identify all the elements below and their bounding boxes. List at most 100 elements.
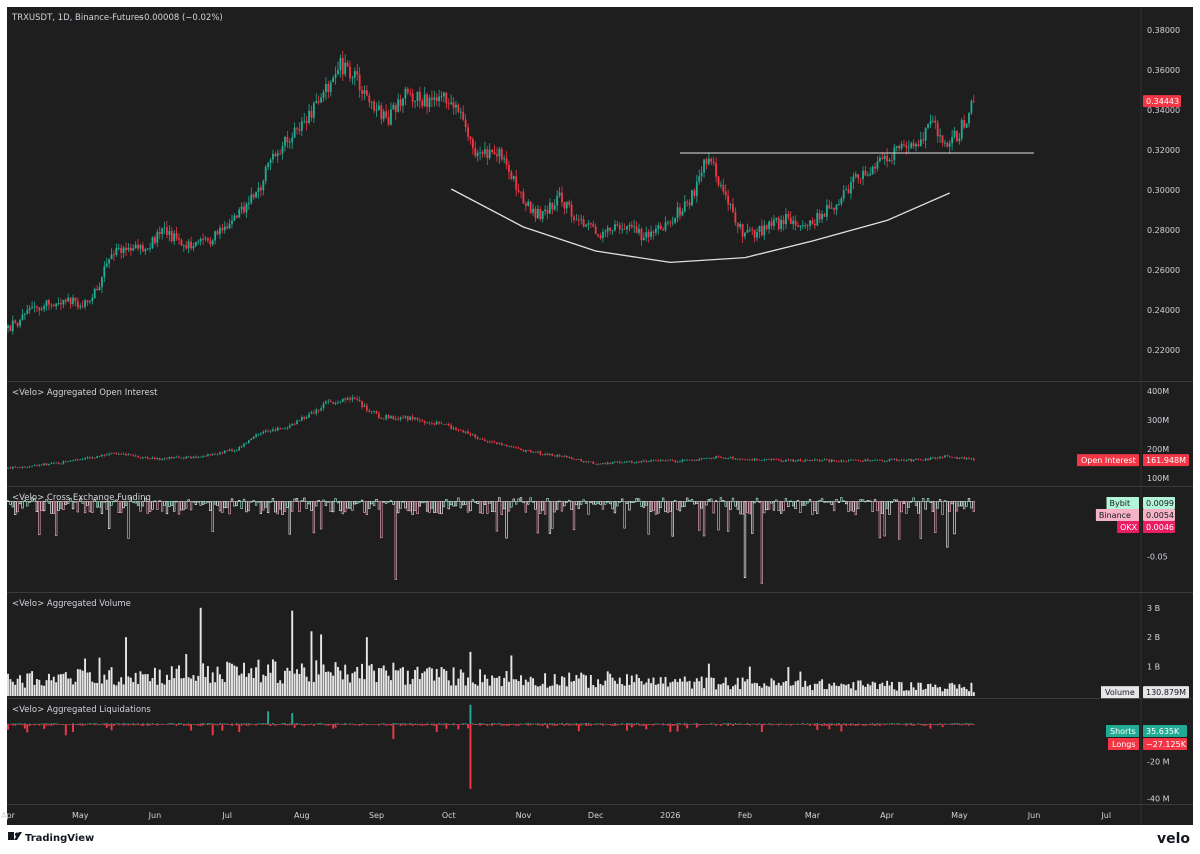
longs-liquidation-bar[interactable] bbox=[611, 724, 614, 726]
oi-candle[interactable] bbox=[180, 457, 183, 459]
longs-liquidation-bar[interactable] bbox=[129, 724, 132, 725]
longs-liquidation-bar[interactable] bbox=[888, 724, 891, 725]
funding-bar[interactable] bbox=[469, 501, 472, 512]
volume-bar[interactable] bbox=[782, 682, 785, 696]
price-candle[interactable] bbox=[370, 101, 373, 103]
longs-liquidation-bar[interactable] bbox=[968, 724, 970, 726]
longs-liquidation-bar[interactable] bbox=[582, 724, 585, 725]
oi-candle[interactable] bbox=[823, 459, 826, 461]
oi-candle[interactable] bbox=[582, 461, 585, 463]
funding-bar[interactable] bbox=[729, 501, 732, 510]
longs-liquidation-bar[interactable] bbox=[645, 724, 648, 730]
shorts-liquidation-bar[interactable] bbox=[28, 723, 31, 725]
shorts-liquidation-bar[interactable] bbox=[235, 723, 238, 725]
price-candle[interactable] bbox=[553, 205, 556, 210]
shorts-liquidation-bar[interactable] bbox=[541, 723, 544, 725]
funding-bar[interactable] bbox=[678, 501, 682, 512]
volume-bar[interactable] bbox=[869, 685, 872, 696]
oi-candle[interactable] bbox=[862, 461, 864, 462]
oi-candle[interactable] bbox=[549, 453, 551, 456]
volume-bar[interactable] bbox=[874, 682, 877, 696]
oi-candle[interactable] bbox=[640, 461, 643, 463]
longs-liquidation-bar[interactable] bbox=[479, 724, 482, 726]
oi-candle[interactable] bbox=[344, 398, 347, 400]
volume-bar[interactable] bbox=[327, 671, 330, 696]
longs-liquidation-bar[interactable] bbox=[857, 724, 860, 726]
shorts-liquidation-bar[interactable] bbox=[238, 723, 241, 725]
funding-bar[interactable] bbox=[967, 498, 971, 502]
price-candle[interactable] bbox=[654, 228, 657, 233]
oi-candle[interactable] bbox=[443, 424, 445, 425]
volume-bar[interactable] bbox=[515, 679, 518, 696]
funding-bar[interactable] bbox=[743, 501, 747, 578]
oi-candle[interactable] bbox=[534, 452, 537, 453]
volume-bar[interactable] bbox=[170, 666, 173, 696]
shorts-liquidation-bar[interactable] bbox=[544, 723, 547, 725]
price-candle[interactable] bbox=[223, 226, 226, 231]
shorts-liquidation-bar[interactable] bbox=[33, 723, 36, 725]
oi-candle[interactable] bbox=[561, 456, 563, 457]
longs-liquidation-bar[interactable] bbox=[411, 724, 414, 726]
shorts-liquidation-bar[interactable] bbox=[399, 723, 402, 725]
shorts-liquidation-bar[interactable] bbox=[19, 723, 22, 725]
volume-bar[interactable] bbox=[182, 677, 185, 696]
funding-bar[interactable] bbox=[512, 498, 515, 502]
longs-liquidation-bar[interactable] bbox=[16, 724, 19, 725]
funding-bar[interactable] bbox=[368, 501, 371, 509]
volume-bar[interactable] bbox=[103, 674, 106, 696]
volume-bar[interactable] bbox=[491, 675, 494, 696]
volume-panel[interactable] bbox=[7, 607, 975, 696]
longs-liquidation-bar[interactable] bbox=[862, 724, 864, 726]
volume-bar[interactable] bbox=[262, 674, 265, 696]
funding-bar[interactable] bbox=[900, 501, 903, 513]
shorts-liquidation-bar[interactable] bbox=[955, 723, 958, 725]
volume-bar[interactable] bbox=[650, 683, 653, 696]
oi-candle[interactable] bbox=[498, 443, 501, 444]
funding-bar[interactable] bbox=[898, 501, 901, 540]
longs-liquidation-bar[interactable] bbox=[804, 724, 807, 725]
funding-bar[interactable] bbox=[628, 501, 631, 511]
longs-liquidation-bar[interactable] bbox=[312, 724, 315, 726]
oi-candle[interactable] bbox=[457, 429, 460, 431]
price-candle[interactable] bbox=[353, 71, 356, 78]
funding-bar[interactable] bbox=[531, 501, 535, 503]
funding-bar[interactable] bbox=[707, 499, 711, 502]
oi-candle[interactable] bbox=[700, 458, 703, 460]
volume-bar[interactable] bbox=[924, 688, 927, 696]
price-candle[interactable] bbox=[264, 166, 267, 182]
longs-liquidation-bar[interactable] bbox=[28, 724, 31, 726]
oi-candle[interactable] bbox=[469, 433, 472, 435]
funding-bar[interactable] bbox=[765, 501, 768, 511]
oi-candle[interactable] bbox=[780, 460, 782, 462]
longs-liquidation-bar[interactable] bbox=[332, 724, 335, 729]
oi-candle[interactable] bbox=[924, 458, 927, 461]
oi-candle[interactable] bbox=[214, 454, 216, 455]
price-candle[interactable] bbox=[536, 209, 539, 219]
price-candle[interactable] bbox=[122, 247, 125, 253]
volume-bar[interactable] bbox=[941, 691, 944, 696]
longs-liquidation-bar[interactable] bbox=[440, 724, 443, 726]
longs-liquidation-bar[interactable] bbox=[503, 724, 506, 726]
longs-liquidation-bar[interactable] bbox=[917, 724, 920, 725]
volume-bar[interactable] bbox=[62, 673, 65, 696]
longs-liquidation-bar[interactable] bbox=[671, 724, 674, 726]
oi-candle[interactable] bbox=[835, 460, 838, 462]
volume-bar[interactable] bbox=[324, 672, 327, 696]
longs-liquidation-bar[interactable] bbox=[618, 724, 621, 725]
price-candle[interactable] bbox=[611, 230, 614, 232]
oi-candle[interactable] bbox=[717, 456, 720, 457]
volume-bar[interactable] bbox=[7, 673, 9, 696]
volume-bar[interactable] bbox=[134, 672, 137, 696]
funding-bar[interactable] bbox=[370, 501, 373, 505]
oi-candle[interactable] bbox=[373, 411, 375, 413]
price-candle[interactable] bbox=[38, 307, 41, 311]
shorts-liquidation-bar[interactable] bbox=[245, 723, 248, 725]
oi-candle[interactable] bbox=[363, 405, 366, 408]
longs-liquidation-bar[interactable] bbox=[801, 724, 804, 725]
volume-bar[interactable] bbox=[623, 685, 626, 696]
funding-bar[interactable] bbox=[377, 501, 381, 510]
volume-bar[interactable] bbox=[604, 680, 607, 696]
funding-bar[interactable] bbox=[527, 501, 530, 505]
longs-liquidation-bar[interactable] bbox=[435, 724, 438, 732]
shorts-liquidation-bar[interactable] bbox=[871, 723, 874, 725]
